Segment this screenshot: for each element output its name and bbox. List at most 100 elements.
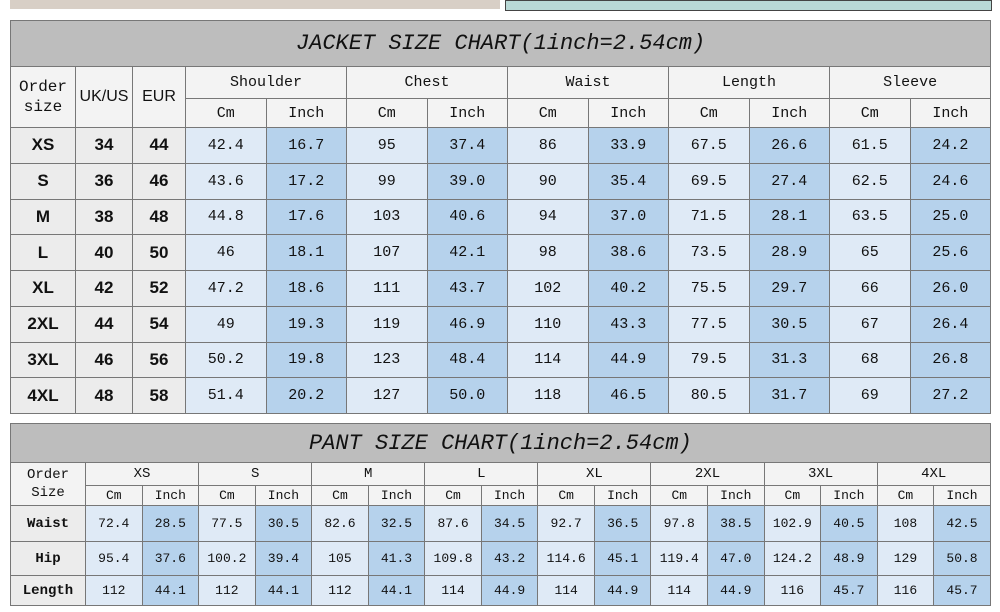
measure-cell: 97.8 [650, 505, 709, 542]
size-cell: 48 [132, 198, 186, 236]
measure-cell: 26.6 [748, 127, 830, 164]
size-cell: 38 [75, 198, 133, 236]
measure-label: Hip [10, 541, 86, 576]
size-cell: 34 [75, 127, 133, 164]
data-row: S 36 46 43.6 17.2 99 39.0 90 35.4 69.5 27.4 62.5 24.… [10, 162, 992, 200]
measure-cell: 30.5 [748, 305, 830, 343]
measure-cell: 44.1 [367, 575, 426, 606]
measure-cell: 32.5 [367, 505, 426, 542]
group-header: Length [668, 66, 830, 99]
measure-cell: 79.5 [668, 341, 750, 379]
measure-cell: 44.9 [480, 575, 539, 606]
measure-cell: 31.3 [748, 341, 830, 379]
measure-cell: 68 [829, 341, 911, 379]
measure-cell: 38.6 [587, 234, 669, 271]
unit-header: Cm [876, 485, 935, 506]
table-title: JACKET SIZE CHART(1inch=2.54cm) [9, 20, 992, 67]
measure-cell: 16.7 [265, 127, 347, 164]
column-header: Order size [10, 66, 76, 128]
measure-cell: 44.1 [254, 575, 313, 606]
measure-cell: 38.5 [707, 505, 765, 542]
measure-cell: 80.5 [668, 377, 750, 414]
measure-label: Waist [10, 505, 86, 542]
measure-cell: 45.7 [933, 575, 991, 606]
measure-cell: 77.5 [198, 505, 256, 542]
size-cell: 2XL [10, 305, 76, 343]
measure-cell: 43.7 [426, 270, 508, 307]
measure-cell: 49 [185, 305, 267, 343]
measure-cell: 112 [198, 575, 256, 606]
measure-cell: 36.5 [593, 505, 652, 542]
measure-cell: 43.2 [480, 541, 539, 576]
unit-header: Inch [480, 485, 539, 506]
size-header: XL [537, 462, 652, 486]
measure-cell: 39.4 [254, 541, 313, 576]
measure-cell: 67 [829, 305, 911, 343]
photo [505, 0, 992, 11]
unit-header: Cm [650, 485, 709, 506]
title-row: JACKET SIZE CHART(1inch=2.54cm) [9, 20, 992, 67]
measure-cell: 71.5 [668, 198, 750, 236]
measure-cell: 72.4 [85, 505, 143, 542]
unit-header: Inch [933, 485, 991, 506]
measure-cell: 27.4 [748, 162, 830, 200]
measure-cell: 39.0 [426, 162, 508, 200]
group-header: Waist [507, 66, 669, 99]
measure-cell: 86 [507, 127, 589, 164]
unit-header: Inch [254, 485, 313, 506]
measure-cell: 44.8 [185, 198, 267, 236]
measure-cell: 47.2 [185, 270, 267, 307]
column-header: UK/US [75, 66, 133, 128]
unit-header: Cm [507, 98, 589, 128]
measure-cell: 129 [876, 541, 935, 576]
measure-cell: 114 [424, 575, 482, 606]
measure-cell: 103 [346, 198, 428, 236]
unit-header: Cm [311, 485, 369, 506]
measure-cell: 82.6 [311, 505, 369, 542]
size-header: XS [84, 462, 200, 486]
size-header: 3XL [763, 462, 878, 486]
measure-cell: 114.6 [537, 541, 595, 576]
data-row: Hip 95.4 37.6 100.2 39.4 105 41.3 109.8 43.2 114.… [10, 541, 991, 576]
size-cell: L [10, 234, 76, 271]
measure-cell: 37.0 [587, 198, 669, 236]
unit-header: Inch [426, 98, 508, 128]
measure-cell: 110 [507, 305, 589, 343]
measure-cell: 111 [346, 270, 428, 307]
measure-cell: 116 [876, 575, 935, 606]
measure-cell: 33.9 [587, 127, 669, 164]
measure-cell: 34.5 [480, 505, 539, 542]
measure-cell: 24.2 [909, 127, 992, 164]
measure-cell: 124.2 [763, 541, 822, 576]
data-row: L 40 50 46 18.1 107 42.1 98 38.6 73.5 28.9 65 25.6 [10, 234, 992, 271]
measure-cell: 48.4 [426, 341, 508, 379]
measure-cell: 17.2 [265, 162, 347, 200]
measure-cell: 95 [346, 127, 428, 164]
size-cell: 58 [132, 377, 186, 414]
measure-cell: 94 [507, 198, 589, 236]
measure-cell: 43.3 [587, 305, 669, 343]
table-title: PANT SIZE CHART(1inch=2.54cm) [10, 423, 991, 463]
measure-cell: 108 [876, 505, 935, 542]
measure-cell: 26.8 [909, 341, 992, 379]
measure-cell: 18.1 [265, 234, 347, 271]
title-row: PANT SIZE CHART(1inch=2.54cm) [10, 423, 991, 463]
measure-cell: 66 [829, 270, 911, 307]
measure-cell: 73.5 [668, 234, 750, 271]
measure-cell: 105 [311, 541, 369, 576]
measure-cell: 44.9 [593, 575, 652, 606]
size-header: L [424, 462, 539, 486]
unit-header: Inch [367, 485, 426, 506]
size-cell: 42 [75, 270, 133, 307]
data-row: Length 112 44.1 112 44.1 112 44.1 114 44.9 114 44.… [10, 575, 991, 606]
measure-cell: 44.9 [707, 575, 765, 606]
size-header: 4XL [876, 462, 991, 486]
measure-cell: 40.2 [587, 270, 669, 307]
measure-cell: 26.4 [909, 305, 992, 343]
measure-cell: 95.4 [85, 541, 143, 576]
measure-cell: 77.5 [668, 305, 750, 343]
unit-header: Cm [85, 485, 143, 506]
photo [10, 0, 500, 9]
data-row: XL 42 52 47.2 18.6 111 43.7 102 40.2 75.5 29.7 66 26… [10, 270, 992, 307]
